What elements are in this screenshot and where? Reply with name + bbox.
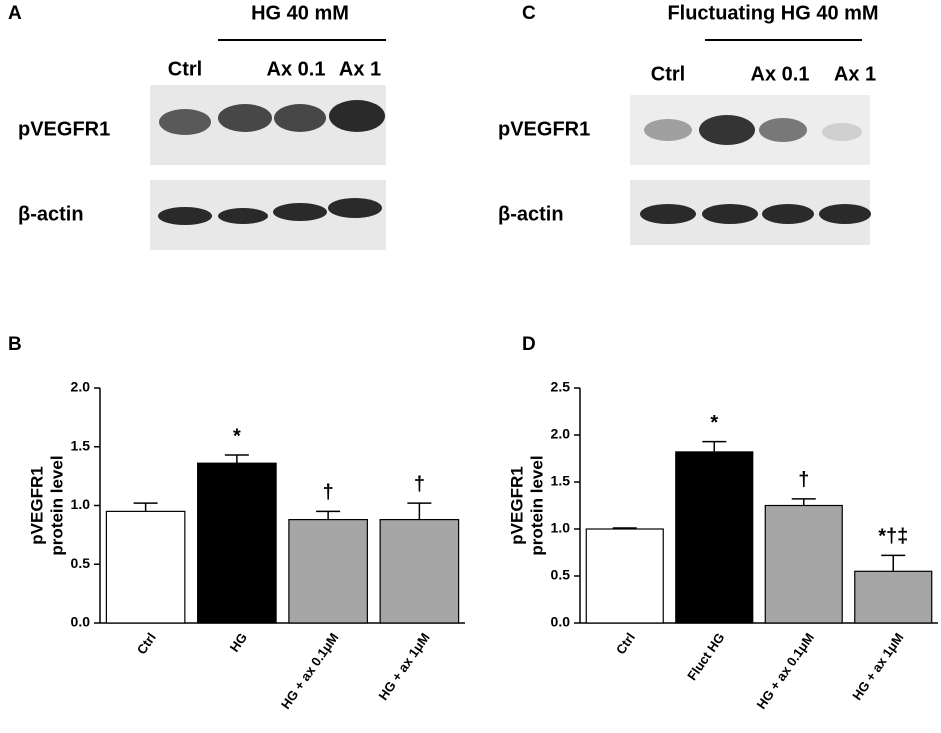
row-label: β-actin xyxy=(18,203,84,225)
blot-bands xyxy=(640,115,871,224)
x-tick-label: HG + ax 1μM xyxy=(849,630,906,703)
blot-header: HG 40 mM xyxy=(251,2,349,24)
error-bar xyxy=(133,502,158,512)
panel-label: D xyxy=(522,334,536,355)
significance-mark: * xyxy=(233,425,241,447)
panel-label: A xyxy=(8,3,22,24)
x-tick-label: Fluct HG xyxy=(684,630,727,683)
bar xyxy=(675,451,754,624)
x-tick-label: HG + ax 1μM xyxy=(375,630,432,703)
row-label: pVEGFR1 xyxy=(18,118,110,140)
lane-label: Ax 0.1 xyxy=(751,63,810,85)
bar xyxy=(288,518,368,624)
x-tick-label: HG xyxy=(227,630,250,655)
lane-label: Ax 1 xyxy=(339,58,381,80)
panel-label: C xyxy=(522,3,536,24)
y-tick-label: 2.5 xyxy=(551,379,571,395)
bar xyxy=(854,570,933,624)
bar xyxy=(764,504,843,624)
blot-header: Fluctuating HG 40 mM xyxy=(667,2,878,24)
y-tick-label: 1.0 xyxy=(551,520,571,536)
x-tick-label: HG + ax 0.1μM xyxy=(754,630,817,712)
y-axis-label: protein level xyxy=(527,455,546,555)
bar xyxy=(379,518,460,624)
significance-mark: † xyxy=(414,473,425,495)
panel-label: B xyxy=(8,334,22,355)
x-tick-label: HG + ax 0.1μM xyxy=(278,630,341,712)
error-bar xyxy=(702,440,727,452)
y-axis-label: pVEGFR1 xyxy=(507,466,526,544)
bar xyxy=(585,528,664,624)
blot-bands xyxy=(158,100,385,225)
significance-mark: † xyxy=(798,469,809,491)
error-bar xyxy=(407,502,432,520)
y-tick-label: 2.0 xyxy=(551,426,571,442)
y-tick-label: 1.5 xyxy=(551,473,571,489)
y-tick-label: 0.0 xyxy=(551,614,571,630)
row-label: pVEGFR1 xyxy=(498,118,590,140)
y-axis-label: protein level xyxy=(47,455,66,555)
y-tick-label: 0.0 xyxy=(71,614,91,630)
error-bar xyxy=(316,510,341,520)
lane-label: Ax 1 xyxy=(834,63,876,85)
bar xyxy=(197,462,277,624)
bar xyxy=(105,510,186,624)
x-tick-label: Ctrl xyxy=(613,630,638,657)
y-tick-label: 0.5 xyxy=(551,567,571,583)
x-tick-label: Ctrl xyxy=(134,630,159,657)
y-axis-label: pVEGFR1 xyxy=(27,466,46,544)
significance-mark: † xyxy=(323,482,334,504)
y-tick-label: 1.0 xyxy=(71,496,91,512)
lane-label: Ax 0.1 xyxy=(267,58,326,80)
error-bar xyxy=(881,554,906,572)
significance-mark: *†‡ xyxy=(878,526,908,548)
significance-mark: * xyxy=(710,412,718,434)
row-label: β-actin xyxy=(498,203,564,225)
y-tick-label: 1.5 xyxy=(71,437,91,453)
y-tick-label: 0.5 xyxy=(71,555,91,571)
error-bar xyxy=(224,454,249,464)
lane-label: Ctrl xyxy=(168,58,202,80)
error-bar xyxy=(791,498,816,506)
y-tick-label: 2.0 xyxy=(71,379,91,395)
lane-label: Ctrl xyxy=(651,63,685,85)
